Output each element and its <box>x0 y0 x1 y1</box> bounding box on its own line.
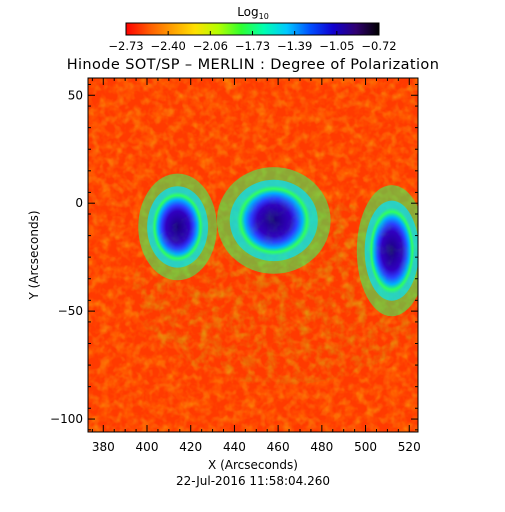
plot-area <box>88 78 418 432</box>
x-axis-label: X (Arcseconds) <box>208 458 298 472</box>
colorbar-tick-label: −1.39 <box>277 39 312 53</box>
heatmap-features <box>132 167 418 385</box>
colorbar-tick-label: −1.05 <box>319 39 354 53</box>
x-tick-label: 500 <box>354 440 377 454</box>
plage-region <box>132 194 418 385</box>
x-tick-label: 420 <box>179 440 202 454</box>
x-tick-label: 380 <box>92 440 115 454</box>
y-tick-label: 50 <box>68 88 83 102</box>
x-tick-label: 480 <box>310 440 333 454</box>
x-tick-label: 400 <box>136 440 159 454</box>
y-tick-label: 0 <box>75 196 83 210</box>
colorbar-tick-label: −1.73 <box>235 39 270 53</box>
y-axis: 50 0 −50 −100 <box>50 83 418 431</box>
plot-frame <box>87 77 419 433</box>
y-tick-label: −100 <box>50 412 83 426</box>
colorbar-tick-label: −2.40 <box>151 39 186 53</box>
x-axis: 380 400 420 440 460 480 500 520 <box>92 78 421 454</box>
colorbar-tick-label: −2.06 <box>193 39 228 53</box>
x-tick-label: 440 <box>223 440 246 454</box>
observation-date: 22-Jul-2016 11:58:04.260 <box>176 474 330 488</box>
chart-title: Hinode SOT/SP – MERLIN : Degree of Polar… <box>67 57 440 73</box>
colorbar-label: Log10 <box>237 5 269 21</box>
x-tick-label: 520 <box>398 440 421 454</box>
y-tick-label: −50 <box>58 304 83 318</box>
y-axis-label: Y (Arcseconds) <box>27 210 41 300</box>
colorbar-ticks: −2.73 −2.40 −2.06 −1.73 −1.39 −1.05 −0.72 <box>108 31 397 53</box>
colorbar-tick-label: −2.73 <box>108 39 143 53</box>
colorbar-tick-label: −0.72 <box>361 39 396 53</box>
colorbar: Log10 −2.73 −2.40 −2.06 −1.73 −1.39 −1.05 −0.7… <box>108 5 396 53</box>
x-tick-label: 460 <box>267 440 290 454</box>
